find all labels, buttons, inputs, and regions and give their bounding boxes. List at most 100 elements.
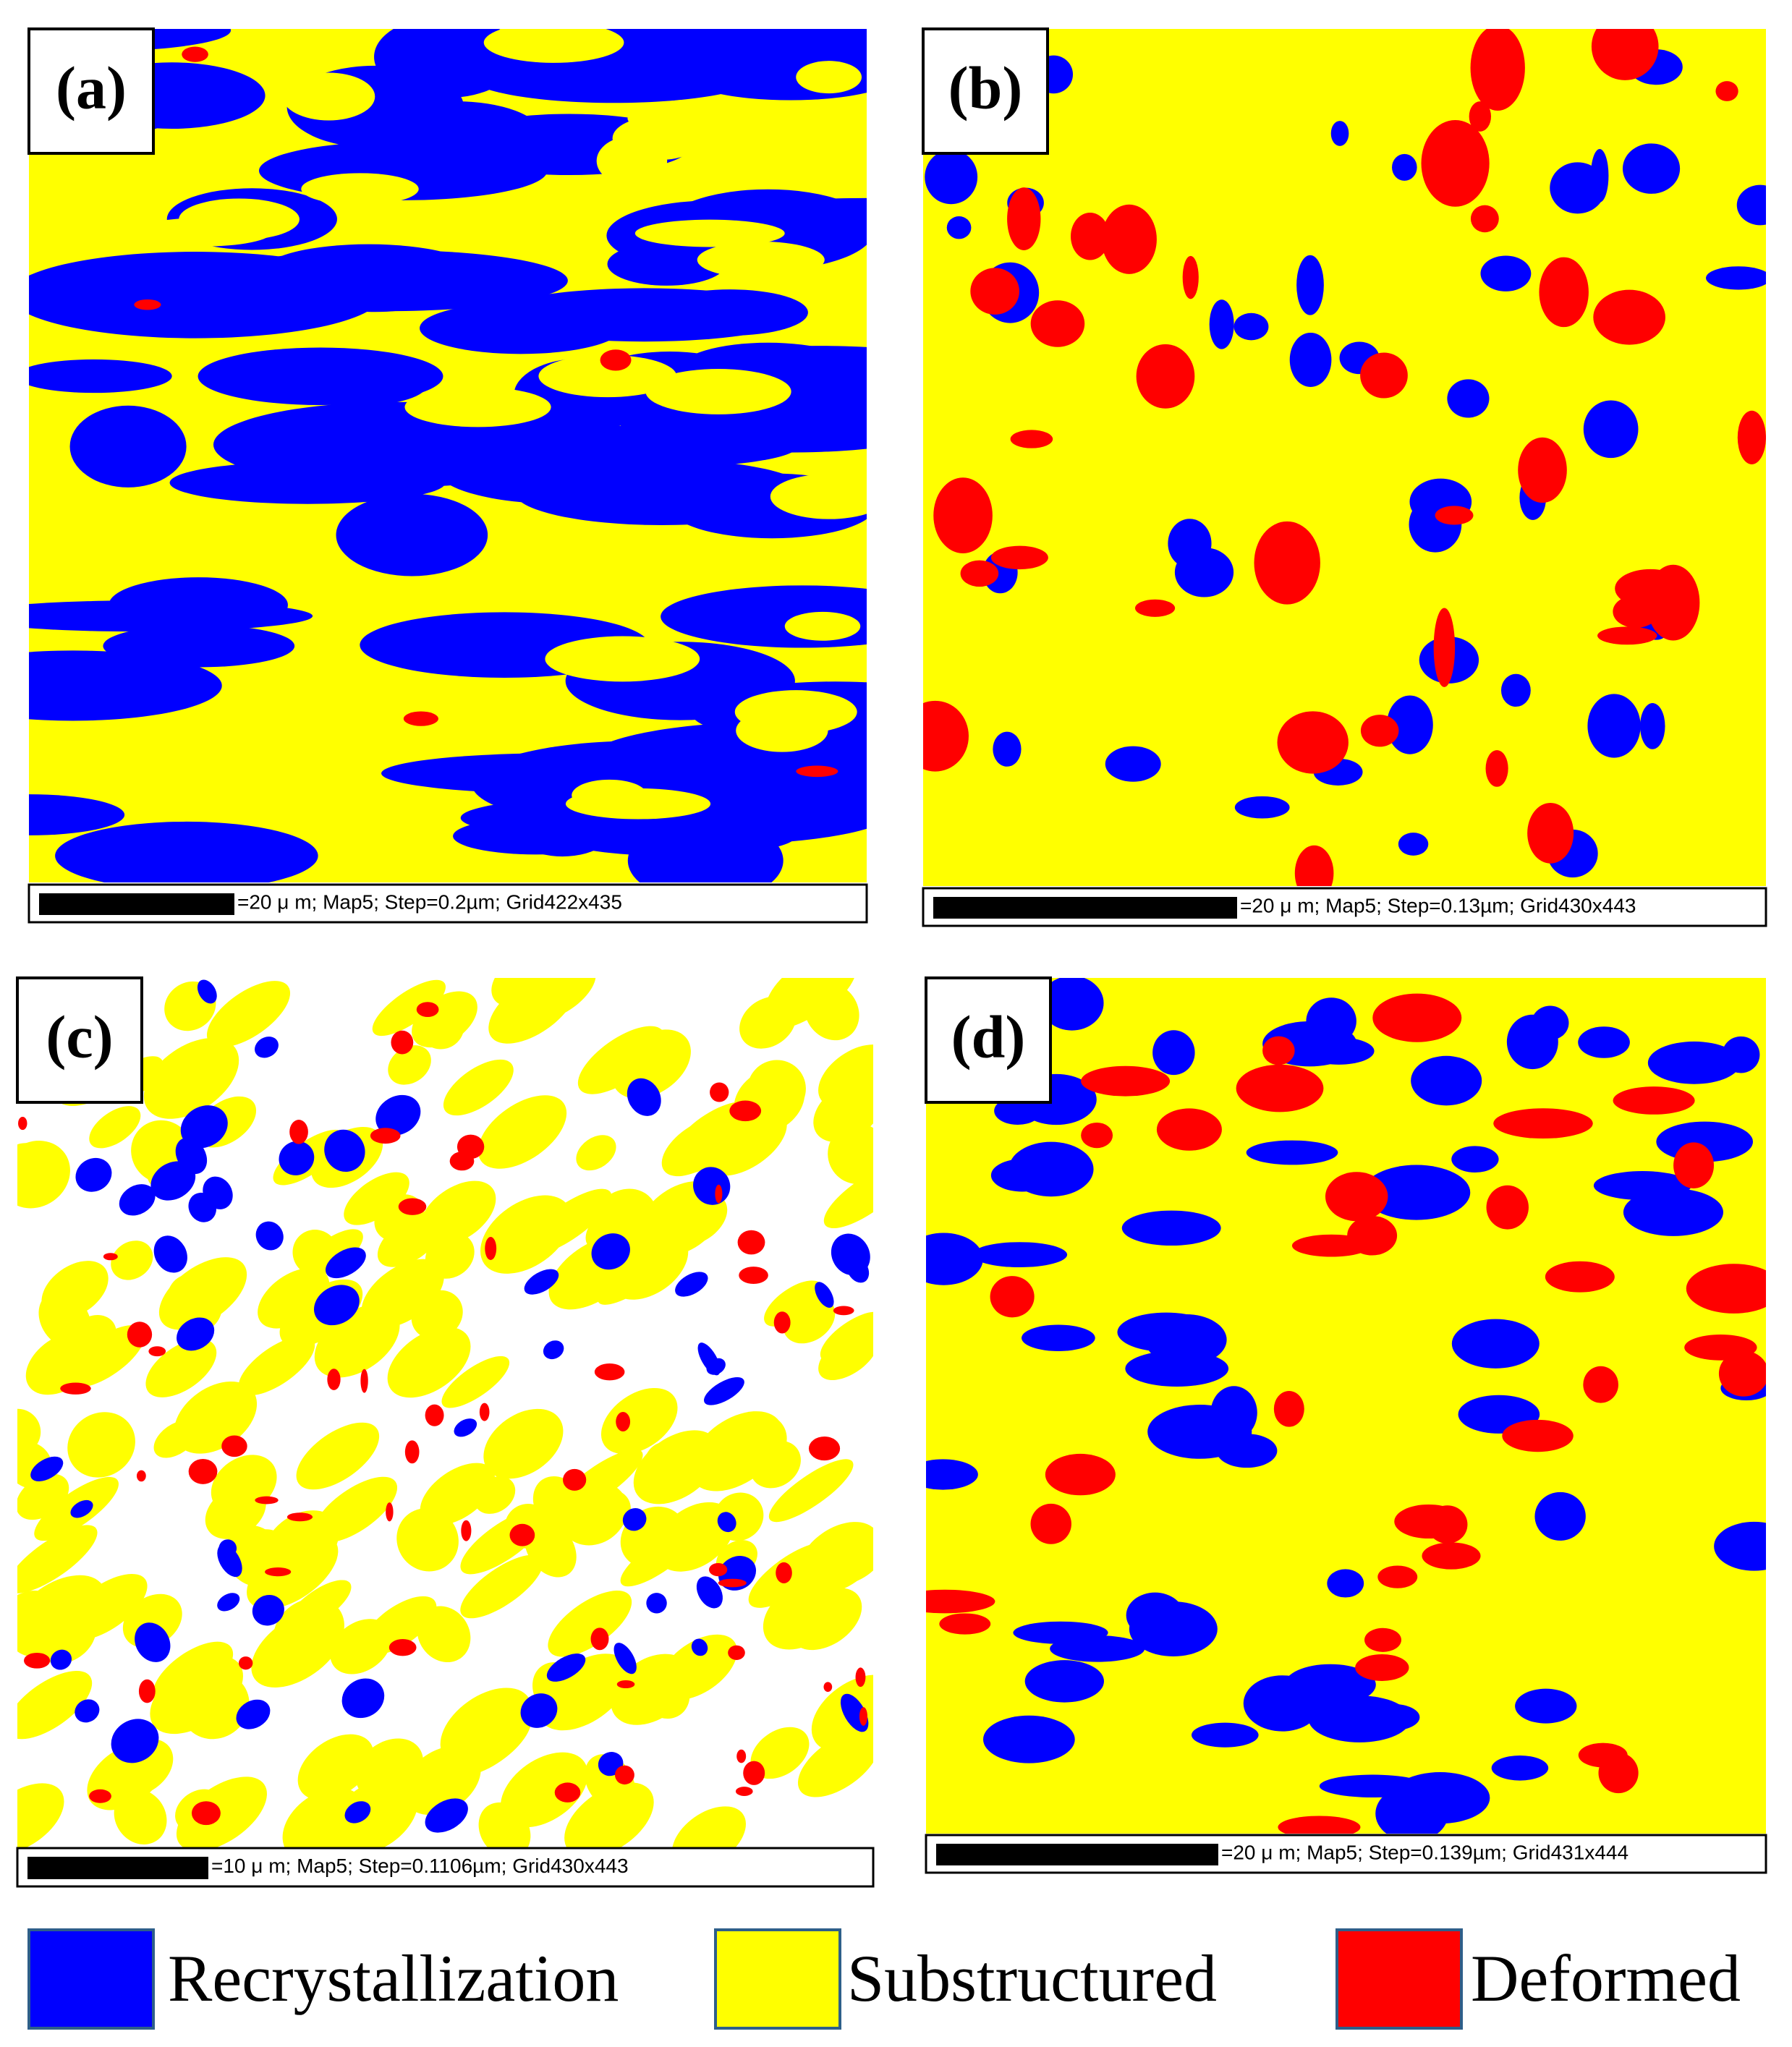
map-grain — [1736, 184, 1766, 226]
map-grain — [1257, 548, 1272, 587]
map-grain — [729, 1100, 762, 1122]
map-grain — [198, 347, 443, 406]
map-grain — [527, 978, 596, 1021]
map-grain — [1715, 81, 1738, 101]
map-grain — [1233, 312, 1269, 341]
map-grain — [946, 216, 972, 239]
map-grain — [324, 1129, 365, 1173]
map-grain — [263, 1510, 339, 1578]
map-grain — [671, 1806, 746, 1848]
map-grain — [182, 46, 208, 62]
map-grain — [75, 1157, 112, 1192]
map-grain — [1718, 1350, 1766, 1397]
map-grain — [453, 817, 619, 855]
map-grain — [1392, 153, 1417, 181]
map-grain — [1527, 802, 1574, 864]
panel-label: (b) — [948, 54, 1023, 122]
map-grain — [709, 1562, 728, 1577]
map-grain — [1030, 300, 1085, 347]
map-grain — [831, 1233, 870, 1276]
map-grain — [1330, 121, 1349, 146]
map-grain — [1386, 695, 1433, 754]
map-grain — [923, 700, 969, 772]
scale-bar — [39, 893, 234, 915]
map-grain — [135, 1622, 171, 1662]
map-grain — [441, 1356, 510, 1408]
map-grain — [1355, 1654, 1409, 1681]
map-grain — [509, 1523, 535, 1546]
map-grain — [627, 98, 779, 138]
map-grain — [634, 219, 785, 247]
map-grain — [362, 1596, 437, 1655]
map-grain — [1451, 1146, 1499, 1173]
legend-label: Substructured — [847, 1941, 1217, 2015]
map-grain — [1447, 379, 1490, 418]
map-grain — [739, 1267, 768, 1285]
map-grain — [1216, 1434, 1278, 1468]
map-grain — [1394, 1504, 1464, 1539]
map-grain — [457, 1134, 485, 1159]
map-grain — [492, 288, 797, 342]
panel-label: (a) — [56, 54, 127, 122]
map-grain — [823, 1682, 833, 1693]
map-grain — [138, 1679, 156, 1703]
map-grain — [60, 1382, 91, 1395]
map-grain — [1125, 1350, 1229, 1387]
map-grain — [548, 1591, 632, 1657]
map-grain — [1101, 204, 1157, 274]
legend-swatch — [714, 1928, 841, 2030]
map-grain — [1040, 978, 1104, 1031]
map-grain — [377, 1213, 443, 1267]
map-grain — [1491, 1755, 1549, 1781]
map-grain — [1303, 1037, 1375, 1065]
map-grain — [255, 1496, 279, 1505]
map-grain — [1030, 1503, 1071, 1544]
map-grain — [443, 1059, 514, 1116]
scale-bar — [933, 897, 1237, 919]
map-grain — [776, 1562, 792, 1584]
map-grain — [736, 709, 828, 752]
scale-bar — [27, 1857, 208, 1879]
scale-bar — [936, 1844, 1218, 1865]
map-grain — [479, 1403, 490, 1421]
map-grain — [420, 1463, 496, 1525]
legend-label: Deformed — [1471, 1941, 1741, 2015]
map-grain — [388, 1639, 417, 1656]
map-grain — [820, 1527, 873, 1585]
map-grain — [1539, 257, 1589, 328]
map-grain — [620, 1529, 697, 1587]
map-grain — [659, 1634, 737, 1701]
map-grain — [289, 1120, 308, 1144]
map-grain — [64, 1573, 148, 1640]
map-grain — [739, 996, 797, 1049]
map-grain — [715, 1184, 723, 1204]
map-grain — [1613, 1086, 1695, 1115]
map-grain — [1591, 29, 1659, 80]
map-grain — [1289, 332, 1332, 388]
map-grain — [1294, 845, 1334, 886]
map-grain — [728, 1645, 745, 1660]
map-grain — [1105, 746, 1161, 782]
map-grain — [1480, 255, 1532, 291]
map-grain — [933, 477, 993, 553]
map-grain — [1534, 1491, 1586, 1541]
map-grain — [773, 1311, 791, 1334]
map-grain — [17, 1408, 41, 1455]
map-grain — [238, 1335, 315, 1396]
map-grain — [480, 1195, 572, 1274]
map-grain — [1277, 711, 1349, 774]
map-grain — [483, 29, 624, 63]
map-grain — [1686, 1264, 1766, 1314]
map-grain — [197, 979, 217, 1004]
map-grain — [1136, 344, 1195, 409]
map-grain — [1593, 1171, 1691, 1201]
map-grain — [30, 1456, 64, 1481]
map-grain — [646, 1593, 667, 1614]
caption: =20 μ m; Map5; Step=0.2µm; Grid422x435 — [237, 890, 622, 913]
map-grain — [704, 1376, 744, 1405]
map-grain — [327, 1369, 341, 1390]
map-grain — [833, 1306, 854, 1316]
map-grain — [336, 493, 488, 576]
map-grain — [1597, 626, 1657, 645]
map-grain — [737, 1230, 765, 1255]
